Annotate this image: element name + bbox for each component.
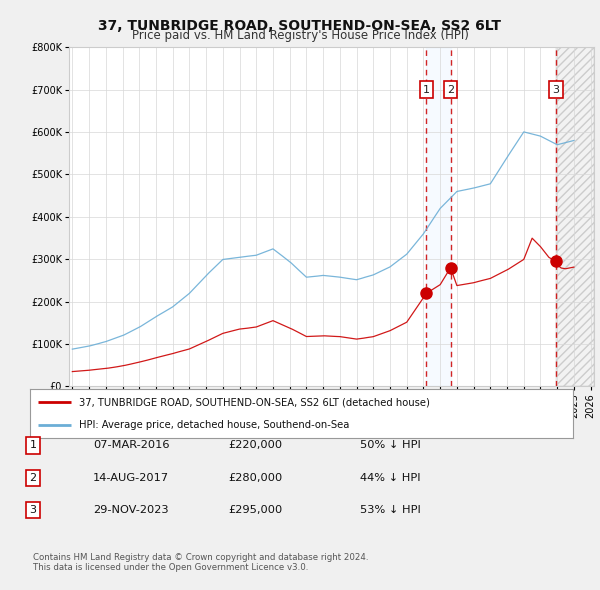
Bar — [556, 47, 594, 386]
Text: 1: 1 — [29, 441, 37, 450]
Text: 29-NOV-2023: 29-NOV-2023 — [93, 506, 169, 515]
Text: 37, TUNBRIDGE ROAD, SOUTHEND-ON-SEA, SS2 6LT: 37, TUNBRIDGE ROAD, SOUTHEND-ON-SEA, SS2… — [98, 19, 502, 33]
Text: 3: 3 — [552, 84, 559, 94]
Text: Price paid vs. HM Land Registry's House Price Index (HPI): Price paid vs. HM Land Registry's House … — [131, 30, 469, 42]
Bar — [556, 47, 594, 386]
Text: 1: 1 — [423, 84, 430, 94]
Text: 37, TUNBRIDGE ROAD, SOUTHEND-ON-SEA, SS2 6LT (detached house): 37, TUNBRIDGE ROAD, SOUTHEND-ON-SEA, SS2… — [79, 398, 430, 408]
Text: 2: 2 — [447, 84, 454, 94]
Bar — [427, 47, 451, 386]
Text: £220,000: £220,000 — [228, 441, 282, 450]
Text: Contains HM Land Registry data © Crown copyright and database right 2024.: Contains HM Land Registry data © Crown c… — [33, 553, 368, 562]
Text: 53% ↓ HPI: 53% ↓ HPI — [360, 506, 421, 515]
Text: 44% ↓ HPI: 44% ↓ HPI — [360, 473, 421, 483]
Text: 2: 2 — [29, 473, 37, 483]
Text: 3: 3 — [29, 506, 37, 515]
Text: This data is licensed under the Open Government Licence v3.0.: This data is licensed under the Open Gov… — [33, 563, 308, 572]
Text: 07-MAR-2016: 07-MAR-2016 — [93, 441, 170, 450]
Text: 14-AUG-2017: 14-AUG-2017 — [93, 473, 169, 483]
Text: £295,000: £295,000 — [228, 506, 282, 515]
Text: HPI: Average price, detached house, Southend-on-Sea: HPI: Average price, detached house, Sout… — [79, 419, 349, 430]
Text: £280,000: £280,000 — [228, 473, 282, 483]
Text: 50% ↓ HPI: 50% ↓ HPI — [360, 441, 421, 450]
